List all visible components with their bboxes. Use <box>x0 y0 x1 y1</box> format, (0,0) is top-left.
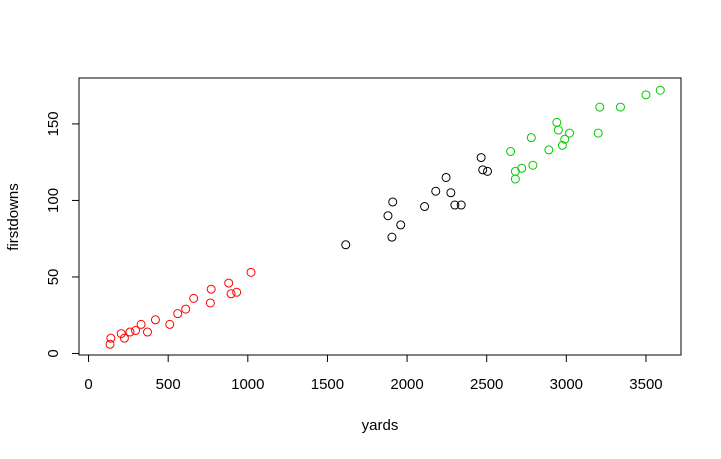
x-tick-label: 0 <box>84 376 92 393</box>
data-point-series-2 <box>388 197 398 207</box>
data-points <box>105 85 665 349</box>
y-tick-label: 0 <box>45 349 62 357</box>
data-point-series-3 <box>552 117 562 127</box>
data-point-series-3 <box>593 128 603 138</box>
data-point-series-2 <box>476 153 486 163</box>
data-point-series-3 <box>595 102 605 112</box>
data-point-series-1 <box>165 319 175 329</box>
data-point-series-1 <box>181 304 191 314</box>
data-point-series-1 <box>119 333 129 343</box>
data-point-series-1 <box>106 333 116 343</box>
data-point-series-2 <box>450 200 460 210</box>
data-point-series-2 <box>456 200 466 210</box>
data-point-series-1 <box>246 267 256 277</box>
x-tick-label: 500 <box>156 376 181 393</box>
x-tick-label: 2500 <box>470 376 503 393</box>
data-point-series-2 <box>396 220 406 230</box>
data-point-series-2 <box>387 232 397 242</box>
data-point-series-2 <box>420 202 430 212</box>
data-point-series-3 <box>528 160 538 170</box>
x-axis: 0 500 1000 1500 2000 2500 3000 3500 <box>84 354 663 393</box>
data-point-series-3 <box>641 90 651 100</box>
y-tick-label: 100 <box>45 188 62 213</box>
data-point-series-1 <box>173 309 183 319</box>
y-axis-label: firstdowns <box>5 183 22 251</box>
data-point-series-3 <box>544 145 554 155</box>
data-point-series-2 <box>431 186 441 196</box>
data-point-series-1 <box>206 284 216 294</box>
data-point-series-2 <box>483 166 492 176</box>
data-point-series-3 <box>615 102 625 112</box>
y-axis: 0 50 100 150 <box>45 111 80 358</box>
data-point-series-3 <box>565 128 575 138</box>
data-point-series-2 <box>441 172 451 182</box>
data-point-series-3 <box>655 85 665 95</box>
data-point-series-1 <box>125 327 135 337</box>
data-point-series-1 <box>224 278 234 288</box>
data-point-series-1 <box>226 289 236 299</box>
data-point-series-3 <box>526 133 536 143</box>
x-tick-label: 1000 <box>231 376 264 393</box>
data-point-series-1 <box>105 339 115 349</box>
data-point-series-1 <box>205 298 215 308</box>
data-point-series-1 <box>131 326 141 336</box>
x-tick-label: 3000 <box>550 376 583 393</box>
data-point-series-2 <box>341 240 351 250</box>
data-point-series-1 <box>150 315 160 325</box>
data-point-series-3 <box>517 163 527 173</box>
data-point-series-1 <box>142 327 152 337</box>
y-tick-label: 150 <box>45 111 62 136</box>
data-point-series-1 <box>116 329 126 339</box>
x-tick-label: 3500 <box>629 376 662 393</box>
data-point-series-3 <box>506 146 516 156</box>
x-tick-label: 2000 <box>390 376 423 393</box>
plot-box <box>78 77 682 356</box>
x-axis-label: yards <box>362 417 399 434</box>
x-tick-label: 1500 <box>311 376 344 393</box>
data-point-series-3 <box>510 174 520 184</box>
data-point-series-1 <box>189 293 199 303</box>
data-point-series-2 <box>446 188 456 198</box>
data-point-series-2 <box>478 165 488 175</box>
data-point-series-3 <box>557 140 567 150</box>
data-point-series-1 <box>232 287 242 297</box>
data-point-series-3 <box>560 134 570 144</box>
data-point-series-3 <box>553 125 563 135</box>
data-point-series-2 <box>383 211 393 221</box>
data-point-series-1 <box>136 319 146 329</box>
y-tick-label: 50 <box>45 269 62 286</box>
